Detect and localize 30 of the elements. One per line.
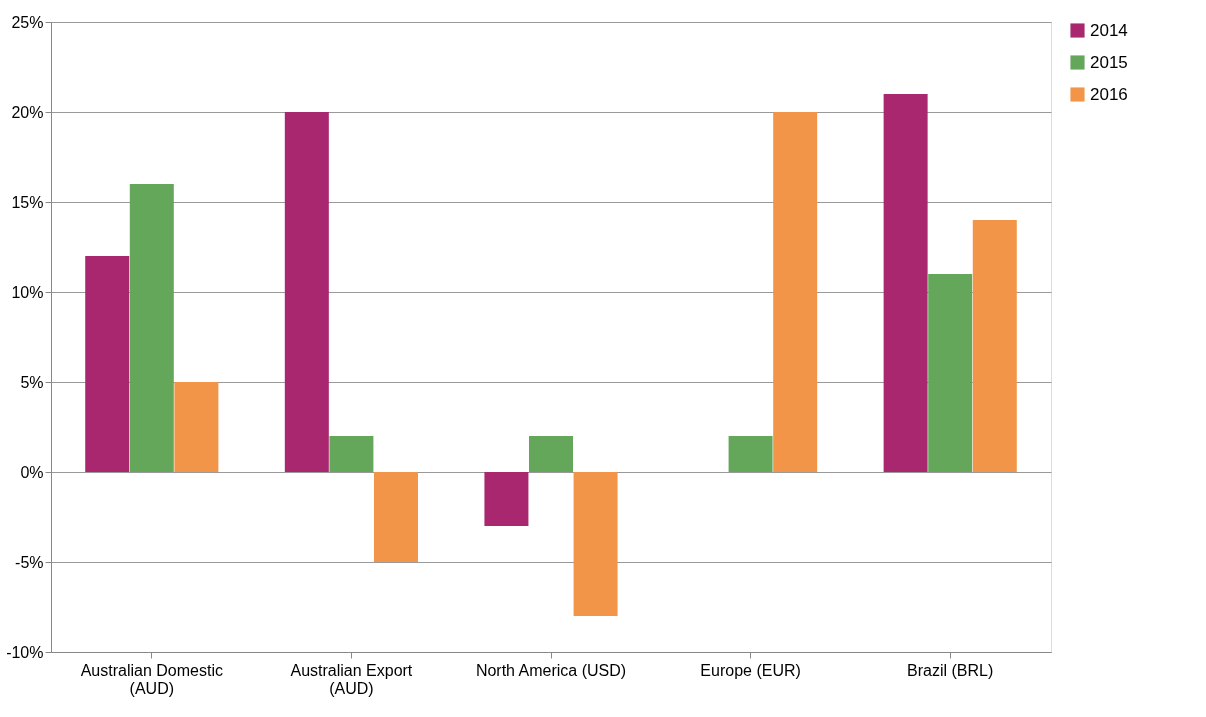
y-tick-label: -5% — [15, 553, 44, 571]
legend-label: 2016 — [1090, 84, 1128, 104]
bar — [773, 112, 818, 472]
bar — [928, 274, 973, 472]
y-tick-label: 0% — [20, 463, 44, 481]
bar — [373, 472, 418, 562]
bar — [728, 436, 773, 472]
x-tick-label: North America (USD) — [475, 661, 627, 679]
y-tick-label: 10% — [11, 283, 44, 301]
y-tick-label: 20% — [11, 103, 44, 121]
x-tick-label: Europe (EUR) — [700, 661, 801, 679]
bar — [484, 472, 529, 526]
bar — [174, 382, 219, 472]
x-tick-label: Australian Export (AUD) — [290, 661, 413, 697]
bar — [972, 220, 1017, 472]
y-tick-label: 25% — [11, 13, 44, 31]
x-tick-label: Brazil (BRL) — [907, 661, 994, 679]
x-tick-label: Australian Domestic (AUD) — [80, 661, 223, 697]
bar — [573, 472, 618, 616]
bar — [85, 256, 130, 472]
y-tick-label: -10% — [6, 643, 44, 661]
bar — [883, 94, 928, 472]
y-tick-label: 15% — [11, 193, 44, 211]
legend-label: 2015 — [1090, 52, 1128, 72]
legend-label: 2014 — [1090, 20, 1128, 40]
bar — [329, 436, 374, 472]
bar — [284, 112, 329, 472]
bar — [529, 436, 573, 472]
y-tick-label: 5% — [20, 373, 44, 391]
bar — [129, 184, 174, 472]
